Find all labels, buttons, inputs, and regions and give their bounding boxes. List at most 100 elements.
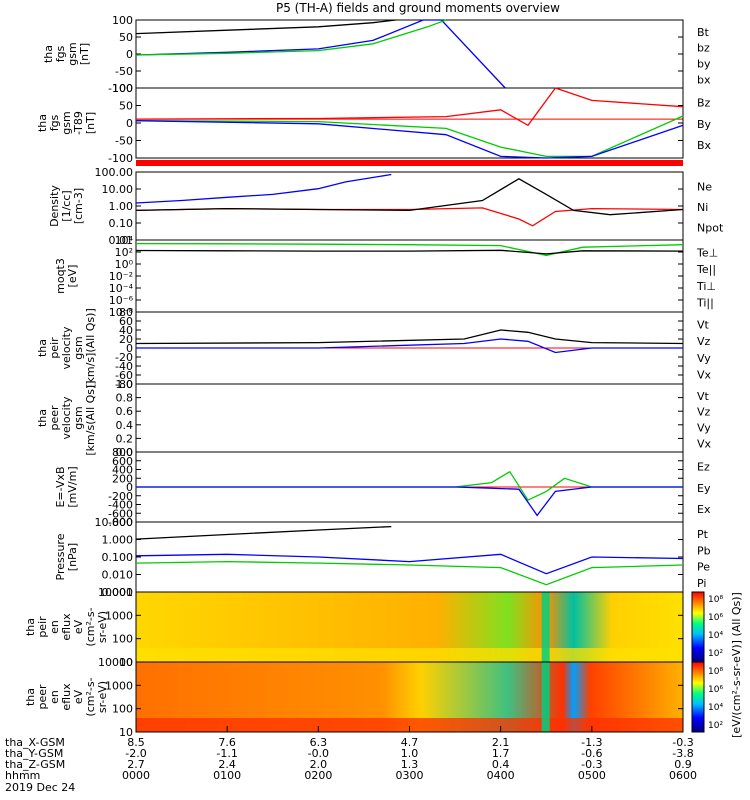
y-tick-label: 1.000 [102, 534, 134, 547]
y-tick-label: 1000 [105, 679, 133, 692]
y-axis-label: peer [36, 684, 49, 710]
y-axis-label: velocity [60, 326, 73, 369]
colorbar-tick-label: 10⁴ [708, 631, 723, 641]
x-row-value: -0.3 [672, 736, 693, 749]
x-row-value: 0.4 [492, 758, 510, 771]
y-tick-label: -60 [115, 369, 133, 382]
legend-entry: Vy [697, 352, 711, 365]
y-tick-label: 0.0 [116, 446, 134, 459]
y-tick-label: 200 [112, 472, 133, 485]
x-row-value: 0000 [122, 769, 150, 782]
x-row-label: tha_X-GSM [5, 736, 65, 749]
y-tick-label: 0.10 [109, 217, 134, 230]
x-row-value: 4.7 [401, 736, 419, 749]
legend-entry: Vx [697, 369, 712, 382]
series-bx [135, 19, 506, 89]
y-axis-label: Density [48, 185, 61, 227]
panel-ele_spec: 10000 1000 100 10 tha peer en eflux eV (cm²-s-sr-… [24, 656, 684, 739]
y-axis-label: tha [36, 409, 49, 427]
y-tick-label: 0.4 [116, 419, 134, 432]
legend-entry: Pe [697, 561, 710, 574]
legend-entry: Pi [697, 577, 706, 590]
legend-entry: bz [697, 42, 710, 55]
y-tick-label: 100 [112, 14, 133, 27]
x-row-value: 0.9 [674, 758, 692, 771]
y-tick-label: 10 [119, 726, 133, 739]
y-tick-label: 10.00 [102, 183, 134, 196]
y-axis-label: peer [48, 405, 61, 431]
y-tick-label: 400 [112, 464, 133, 477]
y-tick-label: 50 [119, 31, 133, 44]
y-tick-label: 50 [119, 100, 133, 113]
spectrogram-cusp [541, 662, 550, 732]
y-axis-label: tha [24, 688, 37, 706]
series-Vx [136, 338, 683, 354]
y-tick-label: -800 [108, 516, 133, 529]
y-axis-label: sr-eV) [96, 681, 109, 713]
y-axis-label: (cm²-s- [84, 607, 97, 646]
y-tick-label: -100 [108, 82, 133, 95]
y-axis-label: E=-VxB [54, 466, 67, 507]
y-axis-label: Pressure [54, 533, 67, 580]
legend-entry: Te|| [696, 263, 716, 276]
y-axis-label: eV [72, 689, 85, 704]
colorbar-tick-label: 10⁶ [708, 685, 723, 695]
x-row-value: -0.0 [308, 747, 329, 760]
x-row-value: 0600 [669, 769, 697, 782]
y-tick-label: 100.00 [95, 166, 134, 179]
x-row-value: 1.3 [401, 758, 419, 771]
y-tick-label: 0.01 [109, 234, 134, 247]
x-row-value: -1.1 [216, 747, 237, 760]
y-tick-label: 10000 [98, 656, 133, 669]
y-axis-label: eV [72, 619, 85, 634]
y-tick-label: 10⁻² [109, 270, 133, 283]
y-axis-label: gsm [60, 111, 73, 134]
series-Te|| [135, 249, 684, 255]
y-tick-label: 10.000 [95, 516, 134, 529]
y-tick-label: 20 [119, 333, 133, 346]
series-Bx [135, 120, 684, 159]
y-axis-label: gsm [66, 42, 79, 65]
panel-frame [135, 87, 684, 159]
panel-fgs: 100 50 0 -50 -100 tha fgs gsm [nT] Bt bz by bx [42, 14, 711, 95]
x-row-value: 8.5 [127, 736, 145, 749]
y-tick-label: -20 [115, 351, 133, 364]
legend-entry: Vx [697, 437, 712, 450]
y-axis-label: moqt3 [54, 258, 67, 294]
x-row-value: 1.0 [401, 747, 419, 760]
y-axis-label: tha [24, 618, 37, 636]
legend-entry: Bt [697, 26, 710, 39]
legend-entry: Ti|| [696, 297, 714, 310]
x-row-value: 2.1 [492, 736, 510, 749]
colorbar-electron [691, 661, 705, 733]
y-axis-label: [nT] [78, 43, 91, 65]
y-tick-label: 10⁻⁴ [109, 282, 134, 295]
y-tick-label: 0.8 [116, 392, 134, 405]
series-Vt [135, 329, 684, 345]
y-axis-label: [1/cc] [60, 190, 73, 221]
colorbar-tick-label: 10⁸ [708, 667, 723, 677]
series-Pi [135, 553, 684, 575]
figure-title: P5 (TH-A) fields and ground moments over… [276, 1, 560, 15]
y-axis-label: peir [48, 337, 61, 359]
y-tick-label: 0.2 [116, 432, 134, 445]
legend-entry: Pt [697, 528, 709, 541]
x-row-value: 0300 [396, 769, 424, 782]
y-axis-label: tha [36, 114, 49, 132]
panel-frame [135, 171, 684, 241]
colorbar-tick-label: 10² [708, 649, 723, 659]
y-axis-label: [nT] [84, 112, 97, 134]
y-axis-label: eflux [60, 613, 73, 641]
x-date: 2019 Dec 24 [5, 781, 75, 794]
y-tick-label: -50 [115, 135, 133, 148]
legend-entry: Vz [697, 406, 711, 419]
x-row-label: tha_Z-GSM [5, 758, 65, 771]
y-tick-label: 0 [126, 48, 133, 61]
colorbar-tick-label: 10⁸ [708, 595, 723, 605]
legend-entry: Bz [697, 97, 711, 110]
legend-entry: by [697, 58, 711, 71]
legend-entry: Vt [697, 390, 710, 403]
